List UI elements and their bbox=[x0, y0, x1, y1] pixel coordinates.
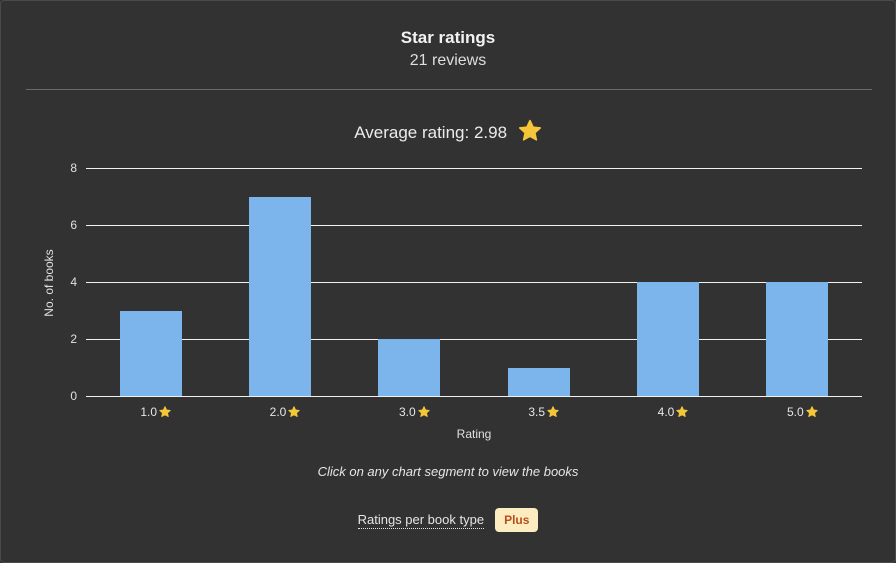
star-icon bbox=[159, 406, 171, 417]
plus-badge: Plus bbox=[495, 508, 539, 532]
star-icon bbox=[518, 119, 541, 141]
footer: Ratings per book type Plus bbox=[1, 508, 895, 532]
ratings-per-book-type-link[interactable]: Ratings per book type bbox=[357, 511, 485, 529]
chart-hint: Click on any chart segment to view the b… bbox=[317, 464, 579, 479]
x-tick: 2.0 bbox=[245, 405, 325, 419]
y-tick: 2 bbox=[70, 332, 77, 346]
bar-3.5[interactable] bbox=[507, 367, 570, 396]
star-icon bbox=[676, 406, 688, 417]
star-icon bbox=[418, 406, 430, 417]
x-tick: 5.0 bbox=[762, 405, 842, 419]
x-tick-label: 1.0 bbox=[140, 405, 157, 419]
x-tick: 4.0 bbox=[633, 405, 713, 419]
average-rating: Average rating: 2.98 bbox=[1, 119, 895, 143]
y-axis-label: No. of books bbox=[42, 249, 56, 317]
bar-5.0[interactable] bbox=[766, 282, 829, 396]
y-tick: 0 bbox=[70, 389, 77, 403]
x-axis-line bbox=[86, 396, 862, 397]
gridline bbox=[86, 339, 862, 340]
star-icon bbox=[288, 406, 300, 417]
x-tick-label: 3.5 bbox=[528, 405, 545, 419]
gridline bbox=[86, 168, 862, 169]
x-axis-label: Rating bbox=[456, 427, 492, 441]
divider bbox=[26, 89, 872, 90]
star-icon bbox=[547, 406, 559, 417]
x-tick-label: 2.0 bbox=[269, 405, 287, 419]
bar-2.0[interactable] bbox=[249, 196, 311, 396]
review-count: 21 reviews bbox=[409, 52, 487, 69]
x-tick-label: 3.0 bbox=[398, 405, 416, 419]
bar-1.0[interactable] bbox=[119, 310, 182, 396]
average-rating-text: Average rating: 2.98 bbox=[354, 123, 508, 142]
y-tick: 4 bbox=[70, 275, 77, 289]
gridline bbox=[86, 225, 862, 226]
gridline bbox=[86, 282, 862, 283]
x-tick: 3.0 bbox=[374, 405, 454, 419]
chart-title: Star ratings bbox=[400, 28, 496, 47]
y-tick: 6 bbox=[70, 218, 77, 232]
x-tick: 3.5 bbox=[504, 405, 584, 419]
bar-3.0[interactable] bbox=[378, 339, 441, 396]
x-tick-label: 5.0 bbox=[786, 405, 804, 419]
y-tick: 8 bbox=[70, 161, 77, 175]
x-tick-label: 4.0 bbox=[657, 405, 675, 419]
star-icon bbox=[806, 406, 818, 417]
x-tick: 1.0 bbox=[116, 405, 196, 419]
bar-4.0[interactable] bbox=[637, 282, 699, 396]
